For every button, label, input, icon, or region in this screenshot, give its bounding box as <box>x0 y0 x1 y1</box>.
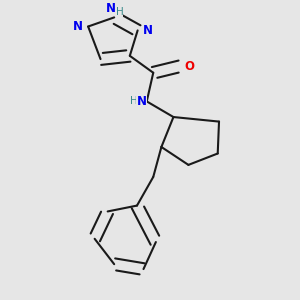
Text: N: N <box>106 2 116 15</box>
Text: H: H <box>116 7 123 16</box>
Text: N: N <box>137 95 147 108</box>
Text: N: N <box>73 20 83 33</box>
Text: H: H <box>130 96 138 106</box>
Text: O: O <box>184 60 194 73</box>
Text: N: N <box>143 24 153 37</box>
